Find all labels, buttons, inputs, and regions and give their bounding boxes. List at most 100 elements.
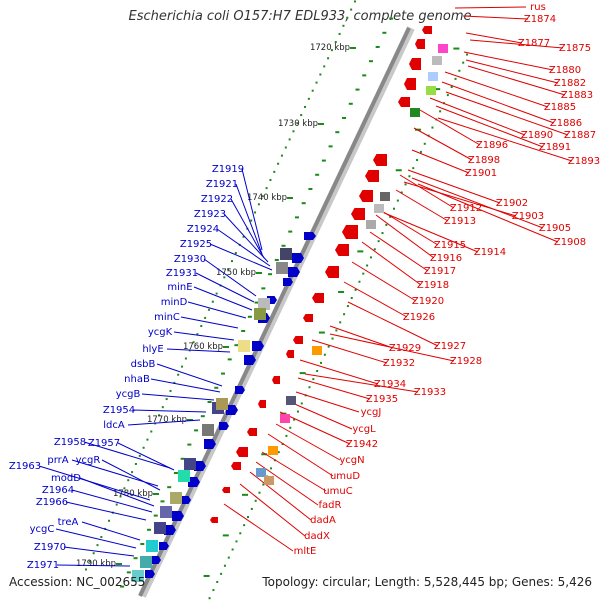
- gene-leader-line: [411, 177, 544, 229]
- forward-gene-arrow: [409, 58, 421, 70]
- tick-dot-right: [375, 45, 380, 48]
- gene-leader-line: [187, 301, 247, 319]
- forward-gene-block: [374, 204, 384, 213]
- tick-dot-inner: [192, 341, 195, 344]
- tick-dot-right: [167, 486, 172, 489]
- gene-leader-line: [81, 521, 141, 541]
- forward-gene-block: [312, 346, 322, 355]
- tick-dot-outer: [346, 305, 349, 308]
- tick-dot-inner: [200, 325, 203, 328]
- tick-dot-right: [301, 202, 306, 205]
- gene-leader-line: [279, 411, 351, 445]
- kbp-tick: [287, 197, 293, 199]
- tick-dot-outer: [300, 402, 303, 405]
- reverse-gene-arrow: [172, 511, 184, 521]
- gene-label-reverse: nhaB: [124, 374, 150, 385]
- tick-dot-inner: [353, 0, 356, 3]
- tick-dot-right: [281, 244, 286, 247]
- tick-dot-right: [261, 287, 266, 290]
- reverse-gene-arrow: [145, 570, 155, 578]
- tick-dot-inner: [319, 73, 322, 76]
- gene-label-forward: Z1918: [417, 280, 449, 291]
- tick-dot-outer: [366, 264, 369, 267]
- tick-dot-inner: [230, 260, 233, 263]
- gene-label-forward: Z1912: [450, 203, 482, 214]
- tick-dot-right: [368, 60, 373, 63]
- gene-label-forward: Z1926: [403, 312, 435, 323]
- forward-gene-arrow: [258, 400, 266, 408]
- forward-gene-arrow: [351, 208, 365, 220]
- tick-dot-outer: [212, 589, 215, 592]
- gene-leader-line: [65, 501, 147, 521]
- tick-dot-inner: [169, 389, 172, 392]
- gene-leader-line: [465, 32, 523, 44]
- reverse-gene-block: [160, 506, 172, 518]
- tick-dot-inner: [350, 8, 353, 11]
- kbp-label: 1740 kbp: [247, 193, 287, 203]
- reverse-gene-arrow: [204, 439, 216, 449]
- gene-label-reverse: Z1919: [212, 164, 244, 175]
- gene-leader-line: [83, 441, 171, 469]
- tick-dot-outer: [243, 524, 246, 527]
- tick-dot-right: [187, 443, 192, 446]
- tick-dot-inner: [342, 24, 345, 27]
- reverse-gene-block: [178, 470, 190, 482]
- gene-label-forward: Z1908: [554, 237, 586, 248]
- gene-leader-line: [351, 261, 417, 302]
- tick-dot-outer: [454, 77, 457, 80]
- tick-dot-outer: [254, 499, 257, 502]
- tick-dot-inner: [227, 268, 230, 271]
- gene-leader-line: [347, 301, 439, 347]
- tick-dot-inner: [211, 300, 214, 303]
- gene-leader-line: [101, 459, 161, 491]
- tick-dot-outer2: [453, 47, 460, 50]
- tick-dot-inner: [204, 316, 207, 319]
- tick-dot-right: [389, 17, 394, 20]
- gene-label-reverse: ycgK: [148, 327, 173, 338]
- forward-gene-block: [438, 44, 448, 53]
- reverse-gene-arrow: [188, 477, 200, 487]
- tick-dot-outer2: [318, 331, 325, 334]
- gene-leader-line: [299, 359, 379, 385]
- reverse-gene-arrow: [226, 405, 238, 415]
- gene-leader-line: [156, 363, 223, 387]
- tick-dot-inner: [150, 430, 153, 433]
- kbp-label: 1720 kbp: [310, 43, 350, 53]
- forward-gene-block: [410, 108, 420, 117]
- gene-label-forward: Z1885: [544, 102, 576, 113]
- gene-leader-line: [463, 51, 554, 71]
- tick-dot-outer: [216, 580, 219, 583]
- gene-leader-line: [297, 377, 371, 400]
- tick-dot-inner: [327, 57, 330, 60]
- gene-label-forward: Z1920: [412, 296, 444, 307]
- tick-dot-right: [207, 400, 212, 403]
- tick-dot-outer: [439, 110, 442, 113]
- gene-label-reverse: Z1930: [174, 254, 206, 265]
- gene-leader-line: [304, 373, 419, 393]
- tick-dot-inner: [215, 292, 218, 295]
- gene-leader-line: [166, 348, 231, 353]
- tick-dot-inner: [254, 211, 257, 214]
- tick-dot-outer: [373, 248, 376, 251]
- tick-dot-right: [133, 557, 138, 560]
- gene-label-reverse: minE: [167, 282, 192, 293]
- tick-dot-outer: [331, 337, 334, 340]
- reverse-gene-arrow: [194, 461, 206, 471]
- tick-dot-outer: [289, 426, 292, 429]
- forward-gene-block: [432, 56, 442, 65]
- gene-leader-line: [230, 198, 265, 259]
- tick-dot-outer: [400, 191, 403, 194]
- gene-label-forward: dadA: [310, 515, 336, 526]
- forward-gene-arrow: [373, 154, 387, 166]
- tick-dot-outer2: [222, 534, 229, 537]
- gene-label-reverse: Z1954: [103, 405, 135, 416]
- gene-leader-line: [411, 149, 470, 174]
- kbp-tick: [116, 563, 122, 565]
- tick-dot-inner: [234, 252, 237, 255]
- tick-dot-inner: [92, 552, 95, 555]
- gene-label-forward: fadR: [319, 500, 342, 511]
- gene-leader-line: [395, 189, 449, 222]
- tick-dot-outer: [458, 69, 461, 72]
- forward-gene-arrow: [272, 376, 280, 384]
- gene-label-reverse: Z1963: [9, 461, 41, 472]
